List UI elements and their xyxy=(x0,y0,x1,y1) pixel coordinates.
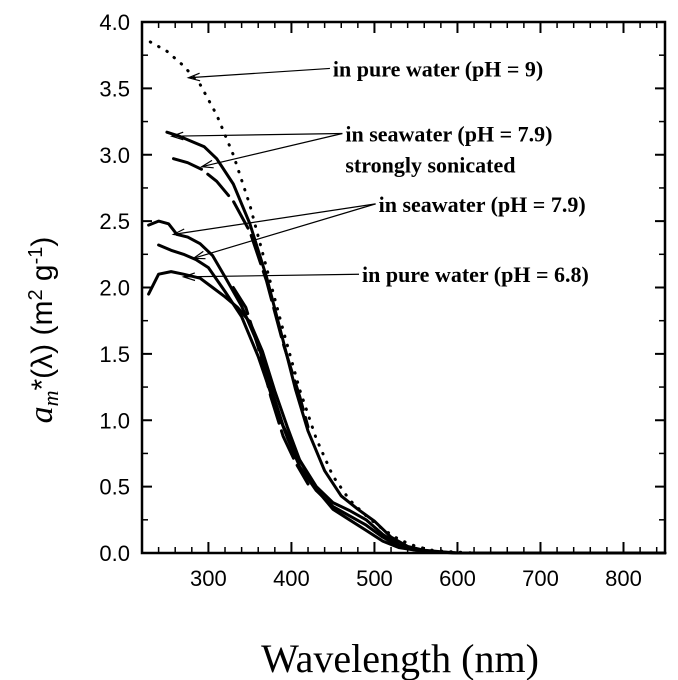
y-tick-label: 2.0 xyxy=(99,276,130,301)
y-axis-label-mid: g xyxy=(26,264,59,289)
y-tick-label: 1.5 xyxy=(99,342,130,367)
annotation-text-2: in seawater (pH = 7.9) xyxy=(345,122,552,147)
annotation-arrow-line xyxy=(201,132,343,168)
annotation-arrow-head xyxy=(181,272,196,282)
annotation-arrow-line xyxy=(193,203,376,259)
annotation-text-2: strongly sonicated xyxy=(345,153,515,178)
y-axis-label-sup1: 2 xyxy=(25,289,47,300)
y-tick-label: 0.5 xyxy=(99,475,130,500)
y-axis-label-end: ) xyxy=(26,237,59,247)
annotation-arrow-head xyxy=(199,159,214,169)
y-axis-label-subscript: m xyxy=(38,391,63,407)
annotation-arrow-head xyxy=(170,131,184,141)
annotations: in pure water (pH = 9) in seawater (pH = … xyxy=(170,56,589,287)
y-axis-label-symbol: a xyxy=(23,406,60,423)
series-line-6 xyxy=(147,270,667,555)
annotation-arrow-line xyxy=(173,203,376,235)
series-line-5 xyxy=(157,243,435,554)
y-tick-label: 4.0 xyxy=(99,10,130,35)
x-axis-label: Wavelength (nm) xyxy=(261,636,539,680)
x-tick-label: 300 xyxy=(190,566,227,591)
axis-ticks: 0.0 0.5 1.0 1.5 2.0 2.5 3.0 3.5 4.0 300 400 500 600 7… xyxy=(99,10,665,591)
x-tick-label: 800 xyxy=(605,566,642,591)
annotation-arrow-head xyxy=(186,72,201,82)
series-line-7 xyxy=(231,286,310,486)
annotation-arrow-head xyxy=(171,228,186,237)
y-axis-label-rest: *(λ) (m xyxy=(26,301,59,391)
x-tick-label: 600 xyxy=(439,566,476,591)
annotation-arrow-line xyxy=(188,67,330,79)
annotation-text-3: in seawater (pH = 7.9) xyxy=(379,192,586,217)
y-tick-label: 2.5 xyxy=(99,209,130,234)
annotation-text-4: in pure water (pH = 6.8) xyxy=(362,262,589,287)
annotation-arrow-head xyxy=(191,250,206,260)
y-tick-label: 1.0 xyxy=(99,408,130,433)
annotation-arrow-line xyxy=(183,273,360,278)
x-tick-label: 500 xyxy=(356,566,393,591)
series-line-3 xyxy=(172,157,310,429)
y-tick-label: 3.0 xyxy=(99,143,130,168)
data-series xyxy=(147,40,667,555)
annotation-text-1: in pure water (pH = 9) xyxy=(333,56,543,81)
y-axis-label: am*(λ) (m2 g-1) xyxy=(23,237,63,424)
y-tick-label: 3.5 xyxy=(99,76,130,101)
y-axis-label-sup2: -1 xyxy=(25,247,47,265)
annotation-arrow-line xyxy=(171,132,343,137)
x-tick-label: 700 xyxy=(522,566,559,591)
y-tick-label: 0.0 xyxy=(99,541,130,566)
x-tick-label: 400 xyxy=(273,566,310,591)
